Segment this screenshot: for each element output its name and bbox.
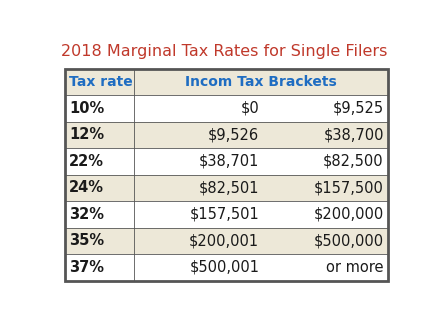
Bar [65, 122, 134, 148]
Bar [65, 69, 134, 95]
Bar [264, 201, 388, 228]
Bar [65, 175, 134, 201]
Text: $0: $0 [240, 101, 259, 116]
Text: 10%: 10% [69, 101, 104, 116]
Bar [65, 95, 134, 122]
Text: Incom Tax Brackets: Incom Tax Brackets [185, 75, 337, 89]
Text: $82,500: $82,500 [323, 154, 384, 169]
Bar [134, 254, 264, 280]
Text: 2018 Marginal Tax Rates for Single Filers: 2018 Marginal Tax Rates for Single Filer… [61, 44, 387, 59]
Bar [134, 148, 264, 175]
Bar [134, 228, 264, 254]
Bar [134, 201, 264, 228]
Bar [65, 254, 134, 280]
Text: 24%: 24% [69, 180, 104, 195]
Bar [264, 95, 388, 122]
Bar [264, 148, 388, 175]
Bar [134, 69, 388, 95]
Text: or more: or more [326, 260, 384, 275]
Text: 22%: 22% [69, 154, 104, 169]
Bar [134, 95, 264, 122]
Text: 12%: 12% [69, 128, 104, 142]
Bar [134, 122, 264, 148]
Text: $200,000: $200,000 [314, 207, 384, 222]
Text: $500,001: $500,001 [189, 260, 259, 275]
Bar [134, 175, 264, 201]
Bar [65, 69, 388, 280]
Text: $157,500: $157,500 [314, 180, 384, 195]
Bar [264, 175, 388, 201]
Text: $500,000: $500,000 [314, 233, 384, 248]
Bar [264, 254, 388, 280]
Bar [65, 148, 134, 175]
Text: $38,700: $38,700 [323, 128, 384, 142]
Text: $9,526: $9,526 [208, 128, 259, 142]
Text: $9,525: $9,525 [333, 101, 384, 116]
Text: $200,001: $200,001 [189, 233, 259, 248]
Text: 35%: 35% [69, 233, 104, 248]
Text: $38,701: $38,701 [199, 154, 259, 169]
Text: $157,501: $157,501 [190, 207, 259, 222]
Text: 32%: 32% [69, 207, 104, 222]
Bar [264, 122, 388, 148]
Bar [264, 228, 388, 254]
Text: Tax rate: Tax rate [69, 75, 133, 89]
Text: $82,501: $82,501 [199, 180, 259, 195]
Text: 37%: 37% [69, 260, 104, 275]
Bar [65, 201, 134, 228]
Bar [65, 228, 134, 254]
